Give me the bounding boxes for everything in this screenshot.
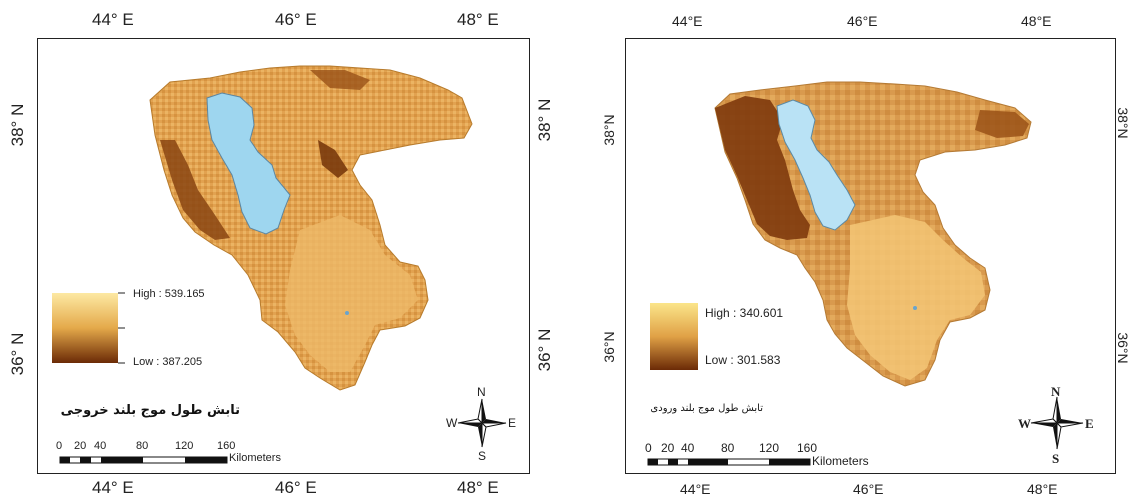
right-legend-high: High : 340.601 — [705, 306, 784, 320]
left-bottom-tick-46: 46° E — [275, 478, 317, 497]
right-scale-120: 120 — [759, 441, 780, 455]
left-scale-120: 120 — [175, 440, 194, 452]
left-basin-east-dark — [318, 140, 348, 178]
left-top-tick-44: 44° E — [92, 10, 134, 29]
right-compass-w: W — [1018, 416, 1031, 431]
left-scale-0: 0 — [56, 440, 63, 452]
left-reservoir-dot — [345, 311, 349, 315]
right-bottom-tick-44: 44°E — [680, 481, 711, 497]
left-scale-unit: Kilometers — [229, 452, 281, 464]
left-map-title: تابش طول موج بلند خروجی — [60, 403, 240, 418]
right-map-canvas — [647, 81, 1084, 466]
right-scale-160: 160 — [797, 441, 818, 455]
right-top-tick-44: 44°E — [672, 13, 703, 29]
left-bottom-tick-44: 44° E — [92, 478, 134, 497]
right-top-tick-46: 46°E — [847, 13, 878, 29]
right-scalebar — [647, 458, 811, 466]
right-reservoir-dot — [913, 306, 917, 310]
right-bottom-tick-48: 48°E — [1027, 481, 1058, 497]
left-map-panel: 44° E 46° E 48° E 44° E 46° E 48° E 38° … — [8, 10, 554, 497]
left-basin-south-highlight — [285, 215, 418, 372]
right-scale-20: 20 — [661, 441, 675, 455]
left-scale-20: 20 — [74, 440, 87, 452]
left-compass-e: E — [508, 416, 517, 430]
right-scale-80: 80 — [721, 441, 735, 455]
right-compass-n: N — [1051, 384, 1061, 399]
right-top-tick-48: 48°E — [1021, 13, 1052, 29]
right-map-panel: 44°E 46°E 48°E 44°E 46°E 48°E 38°N 36°N … — [565, 0, 1130, 501]
left-scale-160: 160 — [217, 440, 236, 452]
left-top-tick-48: 48° E — [457, 10, 499, 29]
left-scalebar — [59, 456, 228, 464]
left-lake-urmia — [206, 92, 291, 235]
left-north-arrow-icon — [457, 398, 507, 448]
right-scale-0: 0 — [645, 441, 652, 455]
left-scale-40: 40 — [94, 440, 107, 452]
right-basin-south-light — [847, 215, 985, 380]
left-compass-n: N — [477, 385, 486, 399]
left-legend-high: High : 539.165 — [133, 288, 205, 300]
right-scale-40: 40 — [681, 441, 695, 455]
right-north-arrow-icon — [1030, 396, 1084, 450]
right-legend-gradient — [650, 303, 698, 370]
right-scale-unit: Kilometers — [812, 454, 869, 468]
left-legend-low: Low : 387.205 — [133, 356, 203, 368]
right-legend-low: Low : 301.583 — [705, 353, 781, 367]
left-top-tick-46: 46° E — [275, 10, 317, 29]
left-bottom-tick-48: 48° E — [457, 478, 499, 497]
right-basin-east-dark — [975, 110, 1029, 138]
right-lake-urmia — [776, 99, 856, 231]
right-bottom-tick-46: 46°E — [853, 481, 884, 497]
right-map-title: تابش طول موج بلند ورودی — [650, 403, 763, 414]
right-basin-west-dark — [715, 96, 810, 240]
left-map-canvas — [52, 65, 507, 464]
left-compass-s: S — [478, 449, 487, 463]
left-basin-west-dark — [160, 140, 230, 240]
left-basin-north-dark — [310, 70, 370, 90]
left-compass-w: W — [446, 416, 458, 430]
right-compass-s: S — [1052, 451, 1060, 466]
right-compass-e: E — [1085, 416, 1094, 431]
left-scale-80: 80 — [136, 440, 149, 452]
left-legend-gradient — [52, 293, 118, 363]
